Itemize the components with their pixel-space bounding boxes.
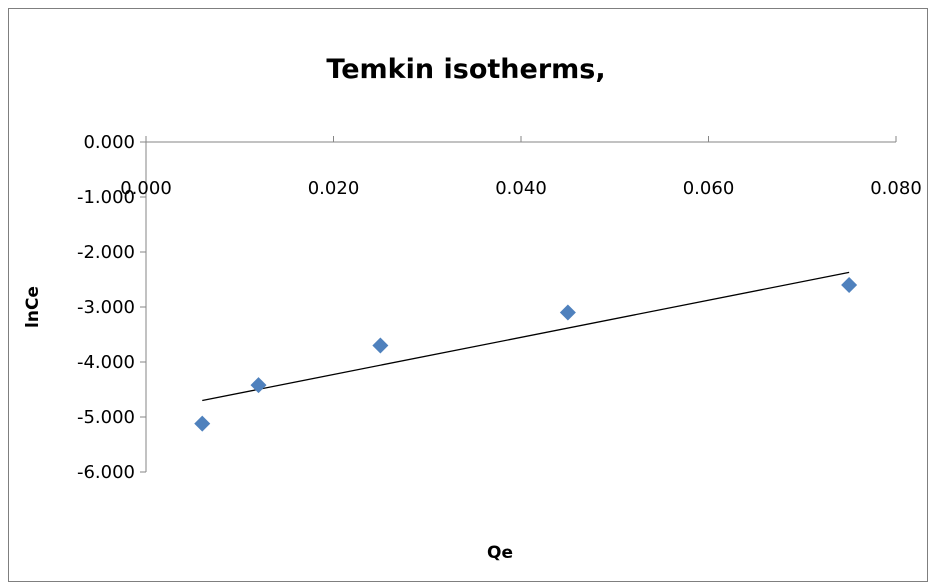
chart-title: Temkin isotherms, — [326, 54, 606, 85]
data-point — [194, 415, 211, 432]
trendline — [202, 271, 850, 402]
x-axis-title: Qe — [487, 543, 513, 563]
y-tick-label: -6.000 — [77, 462, 135, 483]
trendline-group — [202, 271, 850, 402]
y-tick-label: -2.000 — [77, 242, 135, 263]
y-tick-label: -3.000 — [77, 297, 135, 318]
x-tick-label: 0.080 — [870, 178, 922, 199]
x-tick-label: 0.040 — [495, 178, 547, 199]
y-tick-labels: 0.000 -1.000 -2.000 -3.000 -4.000 -5.000 -6.00… — [77, 132, 135, 483]
y-tick-label: 0.000 — [83, 132, 135, 153]
y-tick-label: -1.000 — [77, 187, 135, 208]
x-tick-label: 0.060 — [683, 178, 735, 199]
y-axis-title: lnCe — [23, 286, 43, 328]
data-point — [559, 304, 576, 321]
y-tick-label: -4.000 — [77, 352, 135, 373]
axes — [140, 136, 897, 473]
x-tick-label: 0.020 — [308, 178, 360, 199]
data-point — [841, 277, 858, 293]
chart-frame — [8, 8, 928, 582]
data-point — [372, 337, 389, 354]
x-tick-labels: 0.000 0.020 0.040 0.060 0.080 — [120, 178, 922, 199]
data-points — [194, 277, 858, 432]
y-tick-label: -5.000 — [77, 407, 135, 428]
data-point — [250, 377, 267, 394]
x-tick-label: 0.000 — [120, 178, 172, 199]
